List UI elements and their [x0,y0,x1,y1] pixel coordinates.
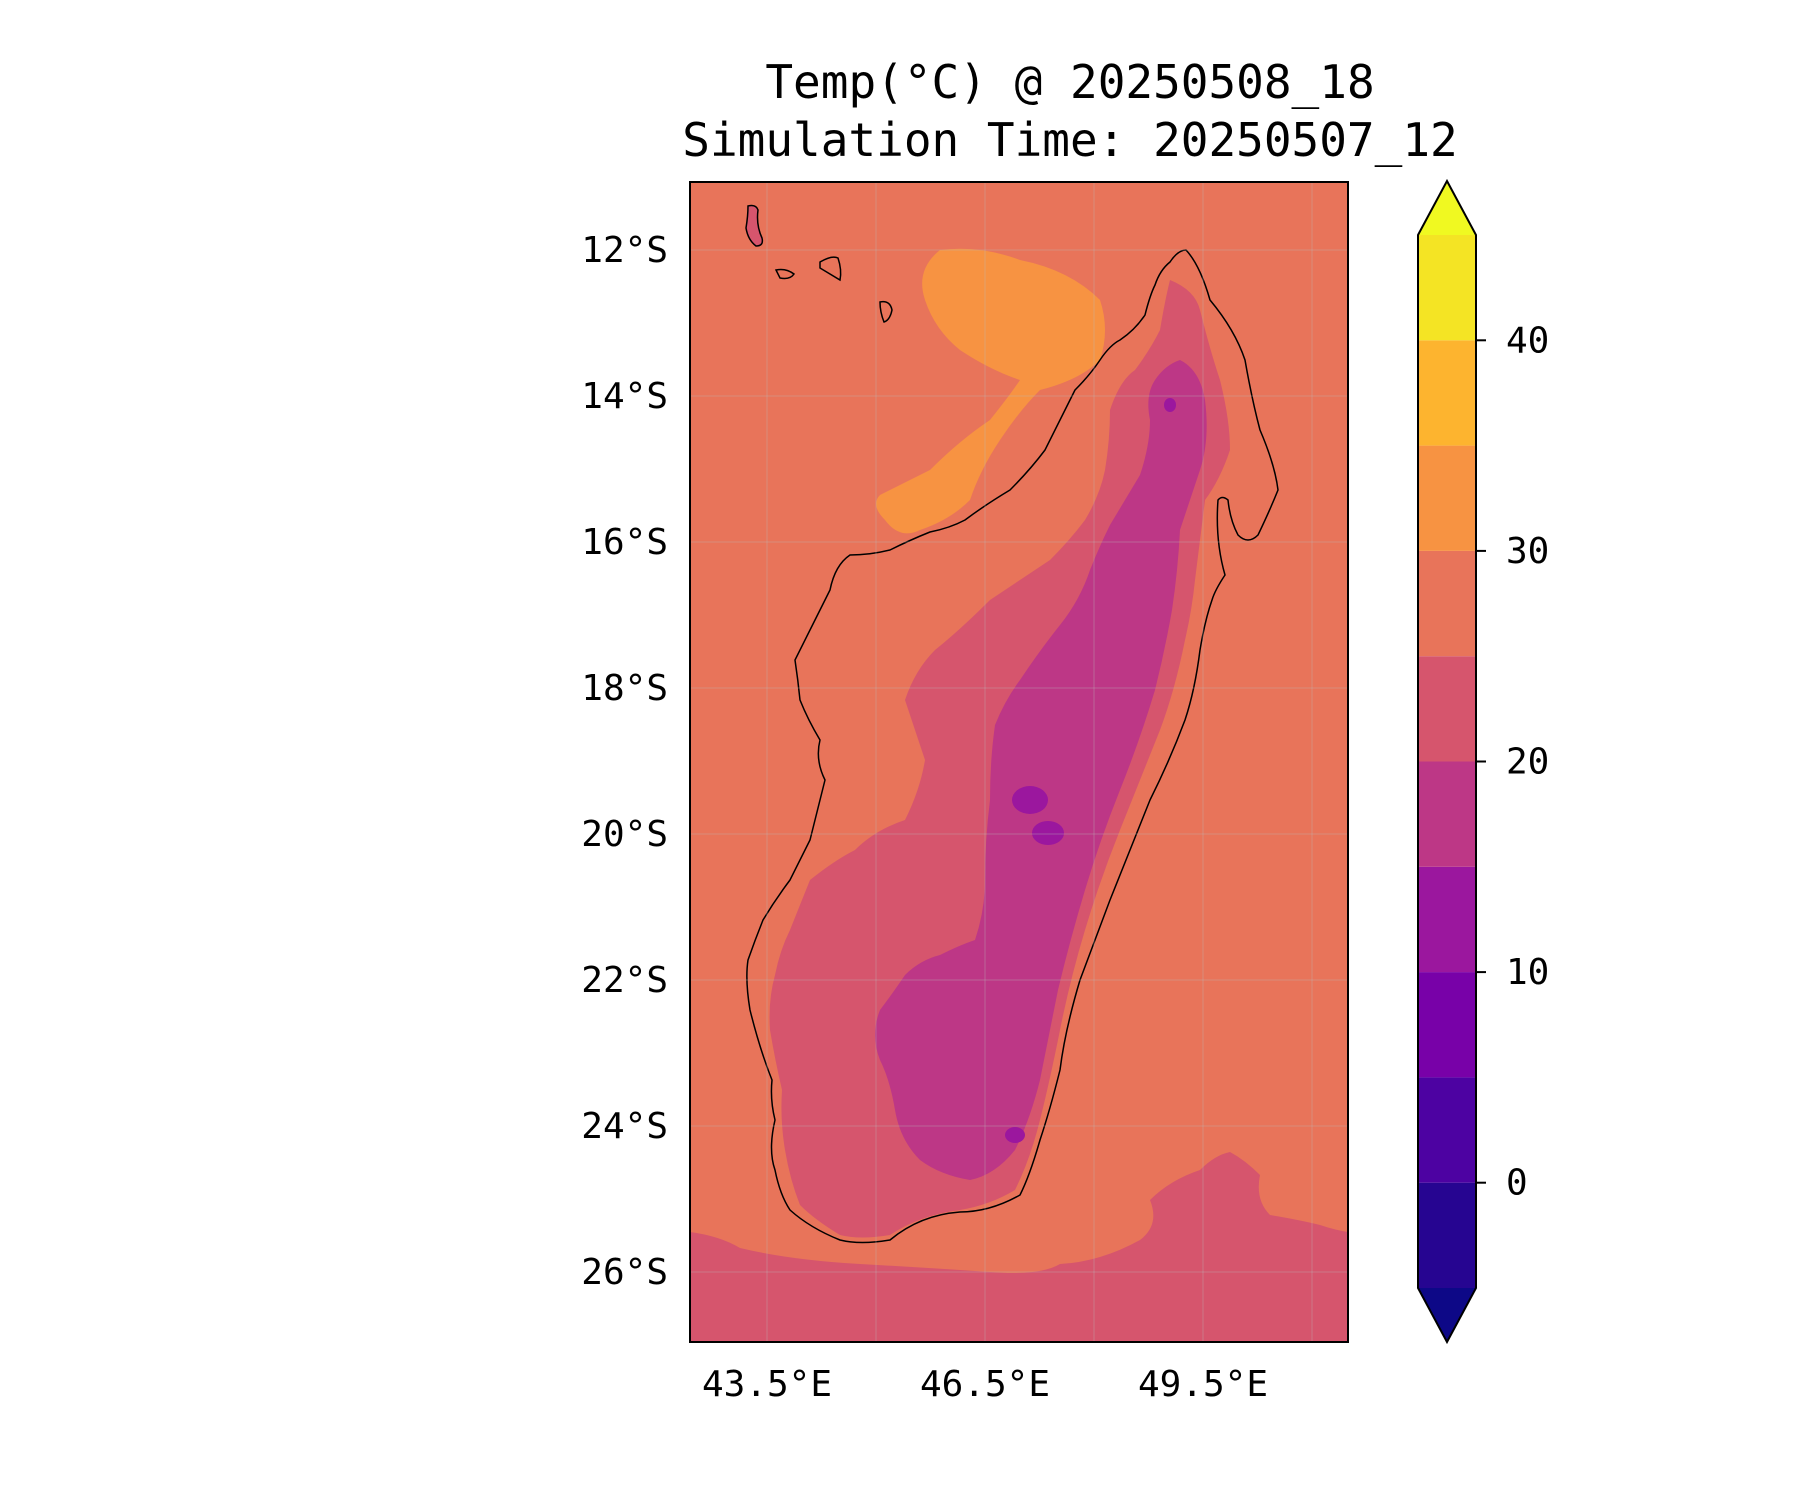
mayotte-island [879,300,893,323]
lat-tick-12s: 12°S [581,230,668,271]
lon-tick-46-5e: 46.5°E [920,1364,1050,1405]
lon-tick-43-5e: 43.5°E [702,1364,832,1405]
comoros-island-moheli [774,268,796,280]
map-plot-area [690,182,1348,1342]
map-gridlines [690,182,1348,1342]
cold-spot-south [1005,1127,1025,1143]
colorbar-extend-over [1418,181,1476,235]
warm-water-region [876,248,1105,534]
comoros-island-grande [745,204,764,247]
cool-water-south [690,1152,1348,1342]
map-frame [689,181,1349,1343]
colorbar-segment [1418,972,1476,1078]
colorbar-extend-under [1418,1288,1476,1342]
cold-spot-central-east [1032,821,1064,845]
colorbar: 0 10 20 30 40 [1417,178,1549,1345]
lat-tick-20s: 20°S [581,814,668,855]
lat-tick-22s: 22°S [581,960,668,1001]
lat-tick-26s: 26°S [581,1252,668,1293]
cold-spot-north [1164,398,1176,412]
colorbar-tick-label: 30 [1506,531,1549,572]
lat-tick-18s: 18°S [581,668,668,709]
colorbar-segment [1418,1077,1476,1183]
colorbar-segment [1418,340,1476,446]
colorbar-segment [1418,235,1476,341]
lon-tick-49-5e: 49.5°E [1138,1364,1268,1405]
lat-tick-16s: 16°S [581,522,668,563]
colorbar-tick-label: 10 [1506,952,1549,993]
map-title-line2: Simulation Time: 20250507_12 [682,113,1458,167]
colorbar-segment [1418,1182,1476,1288]
colorbar-segment [1418,550,1476,657]
lat-tick-24s: 24°S [581,1106,668,1147]
cold-spot-central [1012,786,1048,814]
colorbar-segment [1418,656,1476,762]
lat-tick-14s: 14°S [581,376,668,417]
inland-zone-15-20 [875,360,1207,1180]
colorbar-tick-label: 40 [1506,320,1549,361]
comoros-island-anjouan [819,256,842,282]
colorbar-segment [1418,866,1476,973]
colorbar-outline [1417,178,1477,1345]
lat-tick-labels: 12°S 14°S 16°S 18°S 20°S 22°S 24°S 26°S [581,230,668,1293]
map-title-line1: Temp(°C) @ 20250508_18 [765,55,1375,109]
colorbar-segment [1418,445,1476,551]
lon-tick-labels: 43.5°E 46.5°E 49.5°E [702,1364,1268,1405]
colorbar-tick-label: 0 [1506,1163,1528,1204]
colorbar-tick-label: 20 [1506,742,1549,783]
colorbar-segment [1418,761,1476,867]
